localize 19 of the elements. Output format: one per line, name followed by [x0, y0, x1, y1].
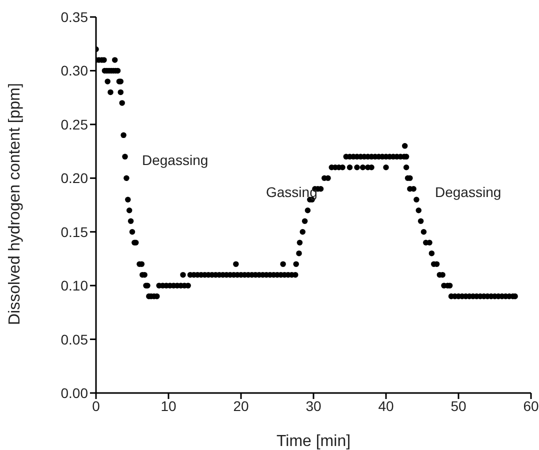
annotation: Degassing — [435, 184, 502, 200]
y-tick-label: 0.20 — [60, 170, 88, 186]
y-tick-label: 0.15 — [60, 224, 88, 240]
x-tick-label: 0 — [92, 398, 100, 414]
y-tick-label: 0.30 — [60, 62, 88, 79]
x-axis-title: Time [min] — [276, 433, 351, 450]
y-tick-label: 0.05 — [60, 331, 88, 348]
x-tick-label: 50 — [450, 398, 466, 414]
x-tick-label: 60 — [523, 398, 539, 414]
x-tick-label: 40 — [378, 398, 394, 414]
y-tick-label: 0.10 — [60, 278, 88, 294]
y-tick-label: 0.00 — [60, 384, 88, 401]
x-tick-label: 20 — [233, 398, 249, 414]
y-tick-label: 0.35 — [60, 8, 88, 25]
y-tick-label: 0.25 — [60, 116, 88, 132]
y-axis-title: Dissolved hydrogen content [ppm] — [6, 83, 24, 325]
x-tick-label: 10 — [160, 398, 176, 414]
annotation: Degassing — [142, 152, 208, 168]
x-tick-label: 30 — [306, 398, 322, 414]
